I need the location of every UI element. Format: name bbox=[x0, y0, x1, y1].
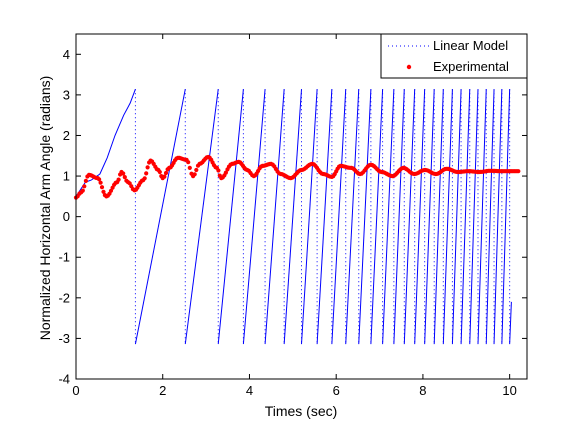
legend-box bbox=[380, 33, 528, 79]
y-tick-label: -3 bbox=[58, 331, 70, 346]
experimental-point bbox=[192, 172, 197, 177]
linear-model-ramp bbox=[264, 89, 285, 345]
linear-model-ramp bbox=[493, 89, 503, 345]
x-tick-label: 0 bbox=[72, 383, 79, 398]
experimental-point bbox=[216, 168, 221, 173]
series-layer bbox=[73, 89, 521, 345]
experimental-point bbox=[144, 171, 149, 176]
linear-model-ramp bbox=[358, 89, 372, 345]
linear-model-ramp bbox=[477, 89, 487, 345]
x-tick-label: 8 bbox=[419, 383, 426, 398]
x-tick-label: 4 bbox=[246, 383, 253, 398]
y-tick-label: 3 bbox=[63, 87, 70, 102]
experimental-point bbox=[142, 176, 147, 181]
linear-model-ramp bbox=[501, 89, 511, 345]
y-tick-label: -4 bbox=[58, 372, 70, 387]
linear-model-ramp bbox=[370, 89, 384, 345]
x-tick-label: 6 bbox=[333, 383, 340, 398]
linear-model-ramp bbox=[469, 89, 479, 345]
experimental-point bbox=[83, 178, 88, 183]
linear-model-ramp bbox=[382, 89, 395, 345]
axes-layer: 0 2 4 6 8 10 -4 -3 -2 -1 0 1 2 3 4 bbox=[58, 33, 528, 398]
experimental-point bbox=[101, 189, 106, 194]
experimental-point bbox=[97, 177, 102, 182]
linear-model-ramp bbox=[451, 89, 462, 345]
linear-model-ramp bbox=[414, 89, 426, 345]
linear-model-ramp bbox=[442, 89, 453, 345]
series-experimental bbox=[73, 154, 521, 200]
plot-background bbox=[76, 34, 527, 379]
experimental-point bbox=[99, 185, 105, 190]
series-linear-model bbox=[75, 89, 512, 345]
legend-experimental-marker bbox=[406, 64, 412, 70]
experimental-point bbox=[187, 165, 192, 170]
linear-model-ramp bbox=[393, 89, 405, 345]
legend-linear-model-label: Linear Model bbox=[433, 38, 508, 53]
experimental-point bbox=[516, 169, 521, 174]
experimental-point bbox=[116, 177, 121, 182]
experimental-point bbox=[163, 170, 169, 176]
experimental-point bbox=[80, 188, 85, 193]
axes-frame bbox=[75, 33, 528, 380]
linear-model-ramp bbox=[316, 89, 333, 345]
linear-model-ramp bbox=[345, 89, 360, 345]
linear-model-ramp bbox=[403, 89, 416, 345]
linear-model-ramp bbox=[331, 89, 347, 345]
linear-model-ramp bbox=[424, 89, 435, 345]
x-axis-label: Times (sec) bbox=[265, 403, 338, 419]
y-axis-label: Normalized Horizontal Arm Angle (radians… bbox=[37, 76, 53, 341]
linear-model-ramp bbox=[283, 89, 302, 345]
linear-model-ramp bbox=[301, 89, 318, 345]
experimental-point bbox=[82, 184, 87, 189]
linear-model-ramp bbox=[460, 89, 471, 345]
experimental-point bbox=[145, 165, 150, 170]
linear-model-ramp bbox=[509, 301, 512, 345]
linear-model-ramp bbox=[134, 89, 186, 345]
y-tick-label: -2 bbox=[58, 290, 70, 305]
experimental-point bbox=[122, 175, 127, 180]
linear-model-ramp bbox=[485, 89, 495, 345]
legend-experimental-label: Experimental bbox=[433, 59, 509, 74]
experimental-point bbox=[108, 188, 114, 193]
linear-model-ramp bbox=[184, 89, 219, 345]
linear-model-ramp bbox=[433, 89, 444, 345]
linear-model-ramp bbox=[242, 89, 266, 345]
experimental-point bbox=[162, 174, 167, 179]
experimental-point bbox=[186, 160, 191, 165]
legend: Linear Model Experimental bbox=[380, 33, 528, 79]
experimental-point bbox=[194, 167, 199, 173]
experimental-point bbox=[121, 171, 126, 176]
experimental-point bbox=[223, 170, 228, 175]
plot-area bbox=[76, 34, 527, 379]
y-tick-label: 1 bbox=[63, 169, 70, 184]
x-tick-label: 10 bbox=[502, 383, 516, 398]
y-tick-label: 2 bbox=[63, 128, 70, 143]
y-tick-label: 0 bbox=[63, 209, 70, 224]
experimental-point bbox=[157, 169, 162, 175]
linear-model-ramp bbox=[217, 89, 244, 345]
y-tick-label: 4 bbox=[63, 47, 70, 62]
y-tick-label: -1 bbox=[58, 250, 70, 265]
x-tick-label: 2 bbox=[159, 383, 166, 398]
experimental-point bbox=[98, 180, 103, 185]
